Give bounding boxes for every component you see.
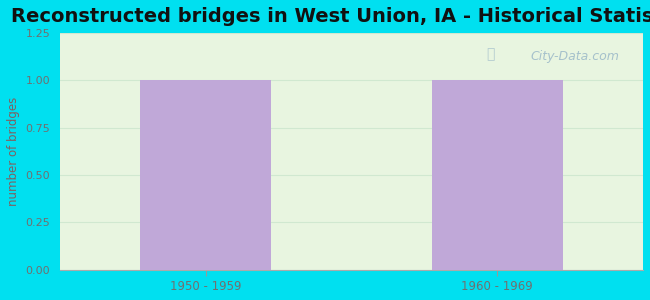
Title: Reconstructed bridges in West Union, IA - Historical Statistics: Reconstructed bridges in West Union, IA … <box>11 7 650 26</box>
Text: ⓘ: ⓘ <box>486 47 495 61</box>
Text: City-Data.com: City-Data.com <box>531 50 619 63</box>
Y-axis label: number of bridges: number of bridges <box>7 97 20 206</box>
Bar <box>140 80 271 270</box>
Bar <box>432 80 563 270</box>
